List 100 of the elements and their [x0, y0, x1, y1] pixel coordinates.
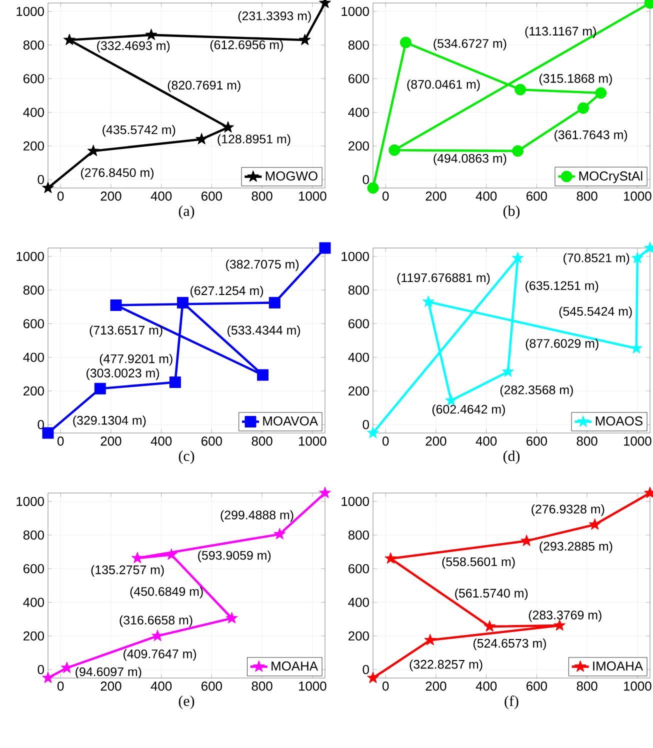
y-tick-label: 0: [38, 175, 44, 184]
x-tick-label: 200: [426, 682, 446, 691]
x-tick-label: 600: [202, 436, 222, 446]
annotation: (534.6727 m): [434, 38, 506, 50]
y-tick-label: 1000: [16, 496, 44, 506]
x-tick-label: 200: [426, 192, 446, 201]
annotation: (533.4344 m): [228, 325, 300, 338]
y-tick-label: 200: [348, 386, 369, 396]
point: [257, 369, 269, 381]
annotation: (713.6517 m): [90, 325, 162, 338]
annotation: (329.1304 m): [73, 416, 146, 428]
point: [367, 182, 379, 194]
point: [196, 132, 208, 144]
point: [384, 552, 397, 564]
legend-label: MOCryStAl: [579, 171, 642, 184]
point: [484, 620, 496, 632]
y-tick-label: 800: [23, 530, 44, 540]
point: [63, 34, 76, 46]
x-tick-label: 1000: [298, 682, 326, 691]
annotation: (593.9059 m): [198, 550, 271, 562]
point: [319, 486, 332, 498]
x-tick-label: 600: [526, 436, 547, 446]
point: [631, 252, 644, 264]
y-tick-label: 600: [24, 74, 44, 84]
x-tick-label: 1000: [298, 436, 326, 446]
y-tick-label: 1000: [342, 252, 369, 261]
y-tick-label: 600: [348, 74, 369, 84]
annotation: (524.6573 m): [473, 638, 546, 650]
annotation: (361.7643 m): [554, 130, 628, 142]
annotation: (877.6029 m): [526, 338, 598, 350]
annotation: (303.0023 m): [86, 368, 160, 380]
legend-label: MOAHA: [272, 661, 318, 671]
x-tick-label: 400: [150, 682, 172, 691]
point: [110, 299, 122, 311]
y-tick-label: 400: [348, 352, 369, 362]
point: [514, 84, 526, 96]
annotation: (315.1868 m): [539, 74, 612, 86]
point: [176, 296, 188, 308]
annotation: (282.3568 m): [500, 385, 573, 397]
annotation: (316.6658 m): [120, 615, 192, 627]
annotation: (409.7647 m): [124, 649, 196, 661]
annotation: (494.0863 m): [434, 154, 506, 166]
annotation: (477.9201 m): [100, 354, 172, 366]
y-tick-label: 600: [348, 319, 369, 328]
annotation: (128.8951 m): [218, 134, 290, 146]
legend-label: MOGWO: [266, 171, 318, 181]
annotation: (602.4642 m): [432, 404, 505, 416]
x-axis-title: (b): [503, 206, 520, 220]
x-tick-label: 600: [526, 682, 547, 691]
y-tick-label: 1000: [16, 252, 44, 261]
annotation: (558.5601 m): [442, 556, 515, 569]
annotation: (70.8521 m): [564, 253, 630, 265]
point: [222, 121, 234, 133]
y-tick-label: 0: [362, 175, 369, 184]
point: [424, 634, 436, 646]
point: [422, 296, 434, 307]
point: [319, 242, 331, 254]
annotation: (1197.676881 m): [397, 272, 490, 285]
legend-label: IMOAHA: [593, 661, 644, 671]
annotation: (450.6849 m): [130, 586, 203, 598]
x-tick-label: 0: [382, 192, 389, 201]
annotation: (293.2885 m): [540, 542, 612, 554]
x-tick-label: 800: [252, 192, 272, 201]
x-tick-label: 200: [100, 192, 122, 201]
x-tick-label: 200: [426, 436, 446, 446]
annotation: (113.1167 m): [525, 26, 596, 38]
y-tick-label: 1000: [342, 6, 369, 16]
point: [388, 144, 400, 156]
y-tick-label: 600: [348, 564, 369, 574]
x-tick-label: 1000: [298, 192, 326, 201]
y-tick-label: 800: [348, 530, 369, 540]
point: [502, 365, 514, 377]
x-tick-label: 400: [476, 436, 497, 446]
point: [512, 145, 524, 157]
y-tick-label: 400: [348, 598, 369, 607]
y-tick-label: 800: [348, 285, 369, 295]
annotation: (627.1254 m): [190, 286, 264, 298]
point: [131, 552, 144, 564]
x-tick-label: 800: [576, 436, 598, 446]
point: [268, 296, 280, 308]
x-tick-label: 0: [57, 436, 64, 446]
annotation: (283.3769 m): [528, 610, 602, 622]
x-tick-label: 200: [100, 682, 122, 691]
x-tick-label: 800: [576, 682, 598, 691]
point: [367, 672, 380, 684]
x-tick-label: 200: [100, 436, 122, 446]
point: [367, 426, 380, 438]
x-axis-title: (e): [178, 696, 194, 710]
x-tick-label: 400: [150, 192, 172, 201]
x-tick-label: 1000: [624, 682, 652, 691]
y-tick-label: 0: [38, 420, 44, 430]
y-tick-label: 800: [23, 285, 44, 295]
x-tick-label: 1000: [624, 192, 652, 201]
point: [94, 382, 106, 394]
annotation: (94.6097 m): [76, 666, 142, 679]
y-tick-label: 1000: [342, 496, 369, 506]
y-tick-label: 600: [24, 564, 44, 574]
point: [42, 427, 54, 439]
annotation: (135.2757 m): [91, 565, 164, 577]
point: [152, 630, 164, 642]
